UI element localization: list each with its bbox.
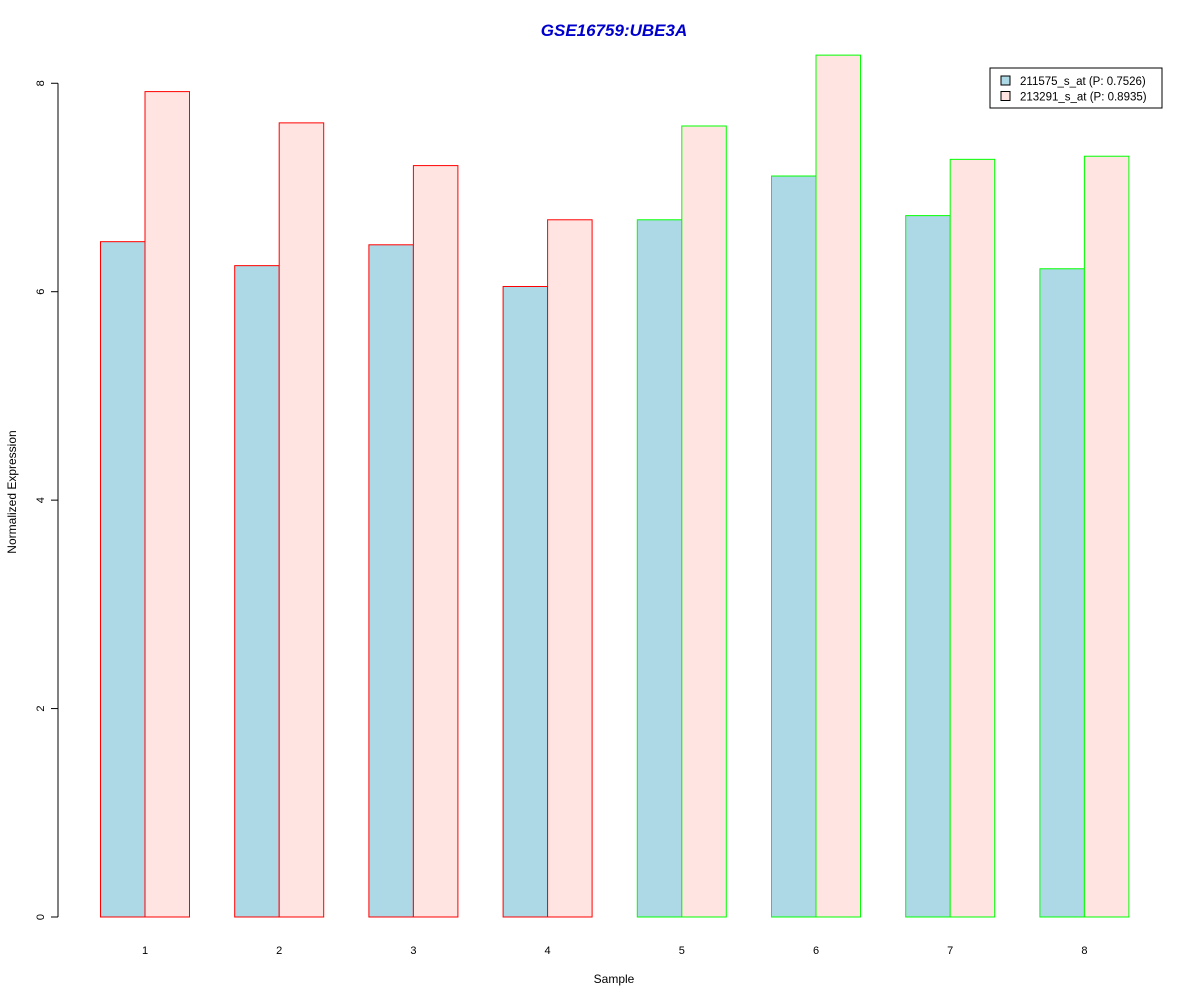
bar [144,91,190,918]
x-tick-label: 4 [545,945,551,957]
y-tick-label: 0 [35,914,47,920]
x-tick-label: 1 [142,945,148,957]
bar [949,158,996,918]
bar [681,125,727,918]
x-tick-label: 2 [276,945,282,957]
chart-title: GSE16759:UBE3A [541,21,687,40]
y-tick-label: 2 [35,706,47,712]
legend-swatch [1000,91,1011,101]
x-tick-label: 5 [679,945,685,957]
y-axis: 0 2 4 6 8 [35,80,59,920]
y-tick-label: 4 [35,497,47,503]
bar [905,215,951,918]
bar [100,241,146,918]
bar [1083,155,1130,918]
bar [636,219,683,918]
x-axis-label: Sample [594,972,635,986]
legend: 211575_s_at (P: 0.7526) 213291_s_at (P: 0… [989,67,1163,109]
bar [368,244,414,918]
x-tick-label: 8 [1081,945,1087,957]
bar [502,285,549,918]
legend-label: 211575_s_at (P: 0.7526) [1020,76,1146,88]
bar [815,54,861,918]
y-axis-label: Normalized Expression [5,430,19,553]
y-tick-label: 8 [35,80,47,86]
legend-box [989,67,1163,109]
x-tick-label: 7 [947,945,953,957]
bar [412,165,459,918]
bars-group [100,54,1130,918]
bar [234,265,280,918]
x-tick-label: 6 [813,945,819,957]
bar [1039,268,1085,918]
legend-swatch [1000,75,1011,86]
x-tick-labels: 1 2 3 4 5 6 7 8 [142,945,1088,957]
bar [278,122,325,918]
x-tick-label: 3 [410,945,416,957]
bar [547,219,593,918]
legend-label: 213291_s_at (P: 0.8935) [1020,92,1147,104]
y-tick-label: 6 [35,289,47,295]
bar [771,175,817,918]
